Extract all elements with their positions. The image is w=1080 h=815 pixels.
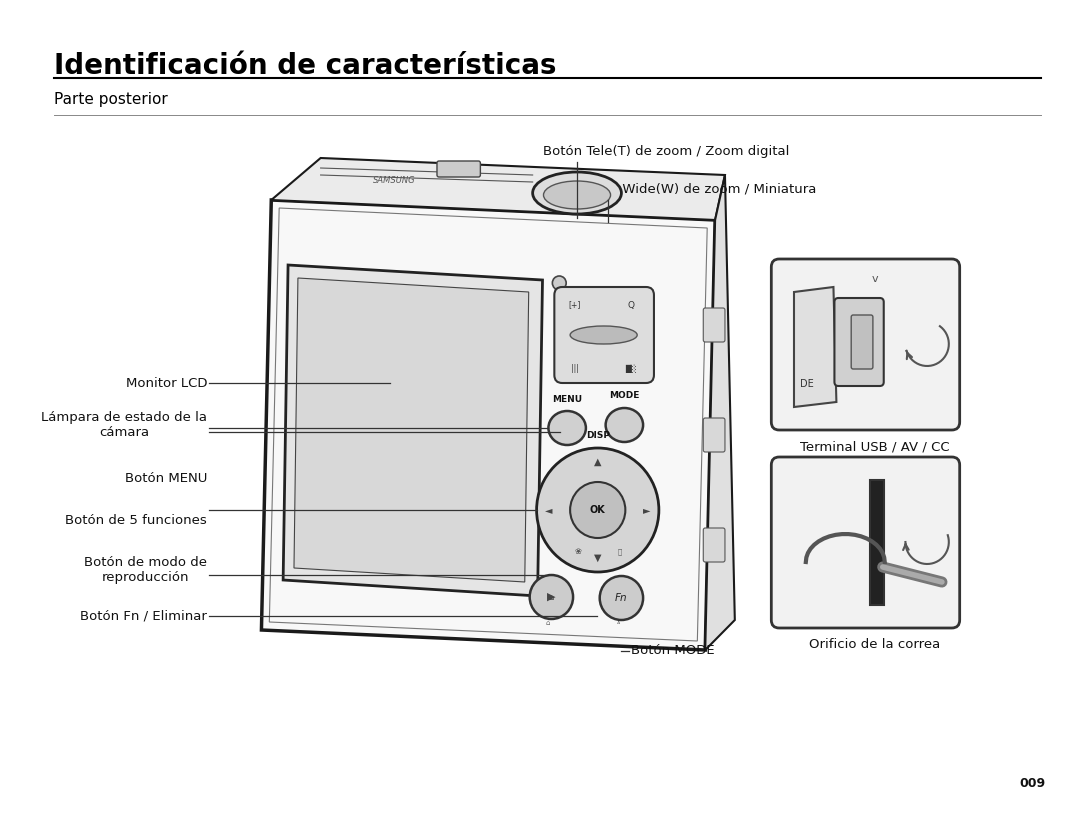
Ellipse shape (570, 326, 637, 344)
Ellipse shape (532, 172, 621, 214)
Text: ▲: ▲ (594, 457, 602, 467)
Text: Botón de 5 funciones: Botón de 5 funciones (66, 514, 207, 527)
Text: Botón Wide(W) de zoom / Miniatura: Botón Wide(W) de zoom / Miniatura (579, 182, 816, 195)
Text: ⌂: ⌂ (549, 593, 554, 601)
FancyBboxPatch shape (703, 418, 725, 452)
Text: Terminal USB / AV / CC: Terminal USB / AV / CC (800, 440, 949, 453)
Text: Botón de modo de
reproducción: Botón de modo de reproducción (84, 556, 207, 584)
Text: 009: 009 (1020, 777, 1045, 790)
FancyBboxPatch shape (771, 457, 960, 628)
Text: Botón Fn / Eliminar: Botón Fn / Eliminar (80, 610, 207, 623)
Text: Fn: Fn (616, 593, 627, 603)
Text: █░: █░ (625, 363, 637, 372)
Circle shape (570, 482, 625, 538)
Polygon shape (261, 200, 715, 650)
Text: ᴀ: ᴀ (617, 620, 620, 625)
Text: MENU: MENU (552, 395, 582, 404)
FancyBboxPatch shape (703, 308, 725, 342)
Text: [+]: [+] (569, 301, 581, 310)
FancyBboxPatch shape (771, 259, 960, 430)
Polygon shape (271, 158, 725, 220)
Text: MODE: MODE (609, 391, 639, 400)
Polygon shape (705, 175, 734, 650)
Text: ◄: ◄ (544, 505, 552, 515)
FancyBboxPatch shape (703, 528, 725, 562)
FancyBboxPatch shape (437, 161, 481, 177)
Text: Botón MENU: Botón MENU (125, 472, 207, 484)
Text: ❀: ❀ (575, 548, 581, 557)
Ellipse shape (549, 411, 586, 445)
FancyBboxPatch shape (851, 315, 873, 369)
Polygon shape (794, 287, 836, 407)
Circle shape (552, 276, 566, 290)
Ellipse shape (543, 181, 610, 209)
Text: v: v (872, 274, 878, 284)
Circle shape (529, 575, 573, 619)
Text: ⌂: ⌂ (545, 620, 550, 626)
Text: Orificio de la correa: Orificio de la correa (809, 638, 941, 651)
Bar (869, 480, 883, 605)
Text: OK: OK (590, 505, 606, 515)
Polygon shape (283, 265, 542, 596)
Text: Lámpara de estado de la
cámara: Lámpara de estado de la cámara (41, 411, 207, 439)
Text: ⌛: ⌛ (618, 548, 622, 555)
Circle shape (537, 448, 659, 572)
FancyBboxPatch shape (835, 298, 883, 386)
Text: ▼: ▼ (594, 553, 602, 563)
Text: Botón MODE: Botón MODE (632, 645, 715, 658)
Text: Botón Tele(T) de zoom / Zoom digital: Botón Tele(T) de zoom / Zoom digital (542, 145, 788, 158)
Text: DISP: DISP (585, 431, 610, 440)
FancyBboxPatch shape (554, 287, 654, 383)
Ellipse shape (606, 408, 643, 442)
Text: ►: ► (644, 505, 651, 515)
Circle shape (599, 576, 643, 620)
Text: Parte posterior: Parte posterior (54, 92, 168, 107)
Text: DE: DE (800, 379, 813, 389)
Text: Q: Q (627, 301, 635, 310)
Text: |||: ||| (571, 363, 579, 372)
Text: Identificación de características: Identificación de características (54, 52, 557, 80)
Text: Monitor LCD: Monitor LCD (125, 377, 207, 390)
Polygon shape (294, 278, 529, 582)
Text: ▶: ▶ (548, 592, 555, 602)
Text: SAMSUNG: SAMSUNG (374, 175, 416, 184)
